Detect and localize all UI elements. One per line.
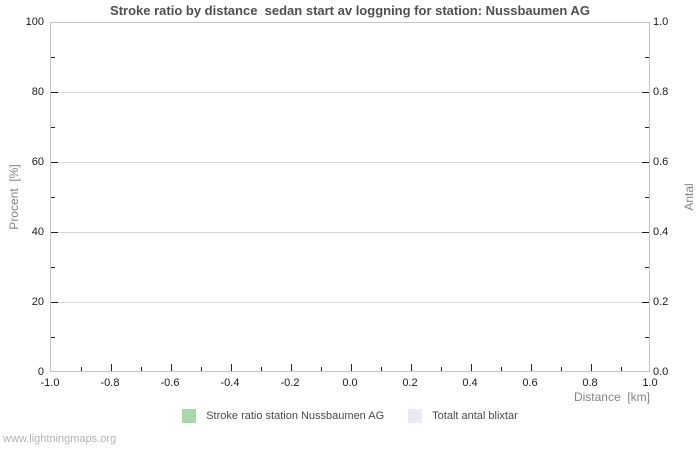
legend-swatch: [408, 409, 423, 423]
y-tick-mark-right: [642, 232, 649, 233]
y-tick-mark-right: [642, 302, 649, 303]
y-tick-mark-left: [51, 337, 55, 338]
x-axis-tick-label: -0.4: [220, 377, 240, 389]
y-axis-tick-label-left: 0: [37, 366, 44, 378]
y-axis-tick-label-right: 0.0: [653, 366, 669, 378]
y-axis-tick-label-right: 0.8: [653, 86, 669, 98]
y-tick-mark-left: [51, 197, 55, 198]
x-axis-label: Distance [km]: [573, 390, 650, 404]
legend-label: Stroke ratio station Nussbaumen AG: [206, 410, 385, 422]
y-axis-tick-label-right: 1.0: [653, 16, 669, 28]
x-tick-mark: [471, 364, 472, 371]
y-axis-tick-label-left: 60: [31, 156, 44, 168]
x-tick-mark: [321, 367, 322, 371]
x-tick-mark: [621, 367, 622, 371]
x-tick-mark: [351, 364, 352, 371]
x-axis-tick-label: 1.0: [642, 377, 658, 389]
x-axis-tick-label: -1.0: [40, 377, 60, 389]
y-axis-label-right: Antal: [682, 183, 696, 211]
x-axis-tick-label: -0.2: [280, 377, 300, 389]
y-gridline: [51, 92, 649, 93]
x-axis-tick-label: 0.2: [402, 377, 418, 389]
y-tick-mark-left: [51, 267, 55, 268]
x-axis-tick-label: 0.0: [342, 377, 358, 389]
y-tick-mark-left: [51, 127, 55, 128]
legend: Stroke ratio station Nussbaumen AG Totalt…: [0, 409, 700, 423]
y-tick-mark-right: [645, 267, 649, 268]
y-axis-tick-label-left: 40: [31, 226, 44, 238]
y-axis-tick-label-left: 100: [25, 16, 44, 28]
y-gridline: [51, 232, 649, 233]
x-tick-mark: [411, 364, 412, 371]
y-tick-mark-right: [645, 337, 649, 338]
y-gridline: [51, 162, 649, 163]
x-tick-mark: [231, 364, 232, 371]
chart-title: Stroke ratio by distance sedan start av …: [110, 3, 590, 18]
x-tick-mark: [441, 367, 442, 371]
y-tick-mark-right: [645, 127, 649, 128]
x-axis-tick-label: 0.6: [522, 377, 538, 389]
legend-label: Totalt antal blixtar: [432, 410, 518, 422]
y-tick-mark-left: [51, 92, 58, 93]
y-tick-mark-left: [51, 57, 55, 58]
x-tick-mark: [531, 364, 532, 371]
x-tick-mark: [261, 367, 262, 371]
x-tick-mark: [201, 367, 202, 371]
x-axis-tick-label: -0.8: [100, 377, 120, 389]
legend-swatch: [182, 409, 197, 423]
y-gridline: [51, 302, 649, 303]
x-tick-mark: [81, 367, 82, 371]
y-axis-tick-label-right: 0.2: [653, 296, 669, 308]
watermark: www.lightningmaps.org: [3, 433, 117, 445]
x-tick-mark: [111, 364, 112, 371]
y-tick-mark-right: [642, 162, 649, 163]
y-tick-mark-left: [51, 232, 58, 233]
y-tick-mark-left: [51, 162, 58, 163]
y-axis-tick-label-left: 20: [31, 296, 44, 308]
y-tick-mark-right: [642, 92, 649, 93]
x-tick-mark: [171, 364, 172, 371]
y-axis-label-left: Procent [%]: [7, 164, 21, 230]
x-tick-mark: [381, 367, 382, 371]
y-axis-tick-label-left: 80: [31, 86, 44, 98]
y-tick-mark-right: [645, 57, 649, 58]
x-axis-tick-label: -0.6: [160, 377, 180, 389]
x-axis-tick-label: 0.4: [462, 377, 478, 389]
y-axis-tick-label-right: 0.6: [653, 156, 669, 168]
x-tick-mark: [591, 364, 592, 371]
plot-area: [50, 22, 650, 372]
x-tick-mark: [141, 367, 142, 371]
x-tick-mark: [291, 364, 292, 371]
y-tick-mark-left: [51, 302, 58, 303]
legend-item: Stroke ratio station Nussbaumen AG: [182, 409, 384, 423]
legend-item: Totalt antal blixtar: [408, 409, 518, 423]
y-tick-mark-right: [645, 197, 649, 198]
y-axis-tick-label-right: 0.4: [653, 226, 669, 238]
x-tick-mark: [501, 367, 502, 371]
x-axis-tick-label: 0.8: [582, 377, 598, 389]
x-tick-mark: [561, 367, 562, 371]
